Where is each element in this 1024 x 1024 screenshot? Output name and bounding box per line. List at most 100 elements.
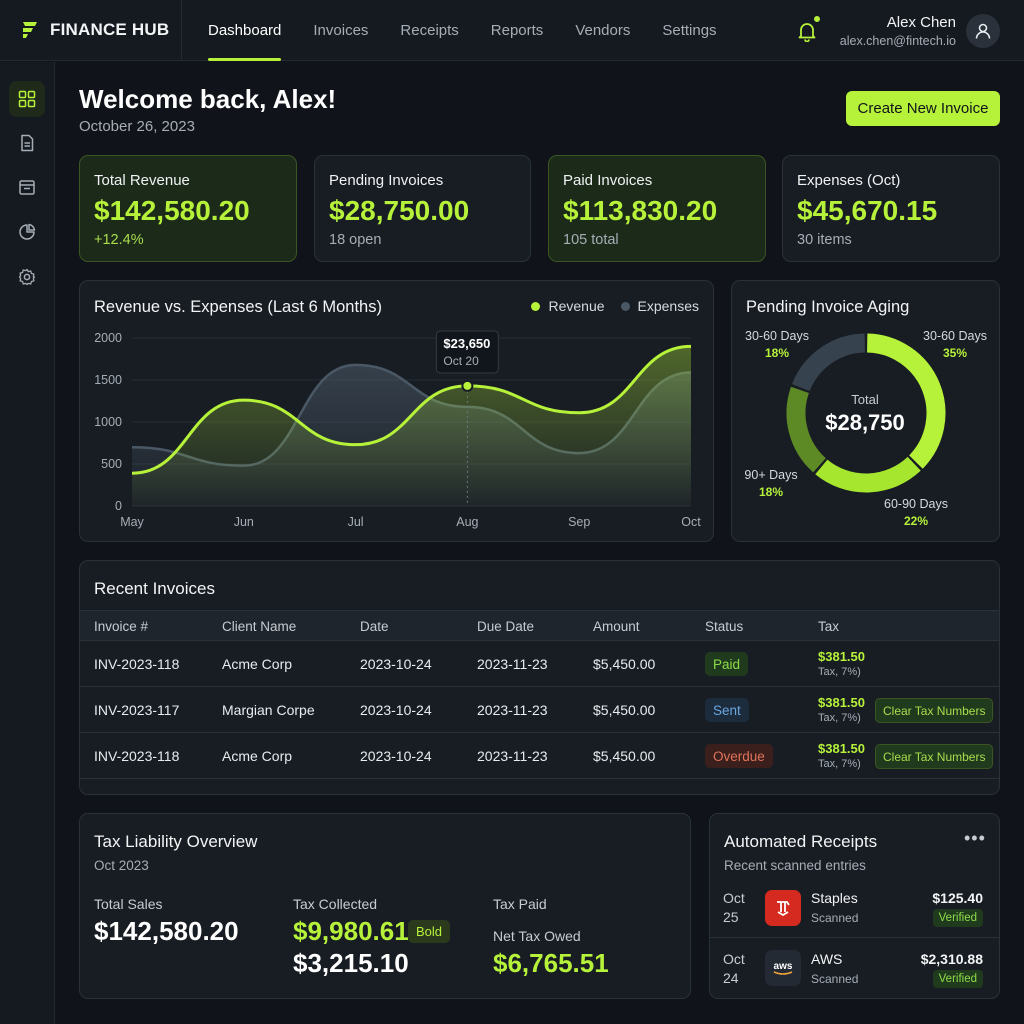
receipt-month: Oct — [723, 890, 745, 906]
col-invoice[interactable]: Invoice # — [94, 619, 149, 634]
stat-card-paid-invoices[interactable]: Paid Invoices $113,830.20 105 total — [548, 155, 766, 262]
donut-slice[interactable] — [815, 456, 921, 493]
receipt-amount: $125.40 — [932, 890, 983, 906]
clear-tax-numbers-button[interactable]: Clear Tax Numbers — [875, 744, 994, 769]
col-due-date[interactable]: Due Date — [477, 619, 535, 634]
invoice-aging-donut — [786, 333, 946, 493]
aws-glyph-icon: aws — [774, 961, 793, 975]
receipt-amount: $2,310.88 — [920, 951, 983, 967]
stat-sub: 18 open — [329, 232, 382, 248]
brand-name: FINANCE HUB — [50, 20, 170, 39]
sidebar-dashboard[interactable] — [9, 81, 45, 117]
notification-bell-icon[interactable] — [796, 13, 822, 42]
donut-center: Total $28,750 — [805, 392, 925, 436]
tax-collected-label: Tax Collected — [293, 896, 378, 912]
y-tick-label: 500 — [101, 457, 122, 471]
col-amount[interactable]: Amount — [593, 619, 640, 634]
automated-receipts-panel: Automated Receipts Recent scanned entrie… — [709, 813, 1000, 999]
brand[interactable]: FINANCE HUB — [0, 0, 182, 60]
legend-expenses[interactable]: Expenses — [620, 298, 699, 314]
stat-card-total-revenue[interactable]: Total Revenue $142,580.20 +12.4% — [79, 155, 297, 262]
verified-badge: Verified — [932, 970, 983, 988]
brand-logo-icon — [23, 22, 37, 38]
chart-tooltip: $23,650 Oct 20 — [435, 330, 499, 374]
nav-vendors[interactable]: Vendors — [575, 21, 631, 39]
legend-expenses-label: Expenses — [637, 298, 699, 314]
legend-revenue-label: Revenue — [548, 298, 605, 314]
y-tick-label: 2000 — [94, 331, 122, 345]
create-invoice-button[interactable]: Create New Invoice — [846, 91, 1000, 126]
revenue-expenses-chart: 2000 1500 1000 500 0 May Jun Jul Aug Sep Oct $23,65… — [94, 330, 701, 529]
receipt-month: Oct — [723, 951, 745, 967]
col-date[interactable]: Date — [360, 619, 389, 634]
user-info[interactable]: Alex Chen alex.chen@fintech.io — [840, 14, 956, 48]
chart-legend: Revenue Expenses — [515, 298, 699, 314]
data-point[interactable] — [461, 379, 474, 392]
tax-title: Tax Liability Overview — [94, 832, 258, 851]
invoices-table-header: Invoice # Client Name Date Due Date Amou… — [80, 610, 999, 641]
stat-card-expenses[interactable]: Expenses (Oct) $45,670.15 30 items — [782, 155, 1000, 262]
series-line-revenue[interactable] — [131, 344, 692, 475]
stat-value: $28,750.00 — [329, 195, 470, 226]
user-email: alex.chen@fintech.io — [839, 33, 956, 48]
nav-settings[interactable]: Settings — [662, 21, 717, 39]
donut-slice[interactable] — [866, 333, 946, 469]
col-client[interactable]: Client Name — [222, 619, 297, 634]
table-row[interactable]: INV-2023-117 Margian Corpe 2023-10-24 20… — [80, 687, 999, 733]
gear-icon — [18, 268, 36, 286]
receipts-subtitle: Recent scanned entries — [724, 858, 866, 873]
x-tick-label: May — [120, 515, 144, 529]
receipt-item[interactable]: Oct 25 Staples Scanned $125.40 Verified — [709, 880, 999, 938]
total-sales-label: Total Sales — [94, 896, 163, 912]
stat-card-pending-invoices[interactable]: Pending Invoices $28,750.00 18 open — [314, 155, 531, 262]
revenue-expenses-panel: Revenue vs. Expenses (Last 6 Months) Rev… — [79, 280, 714, 542]
stat-label: Expenses (Oct) — [797, 172, 901, 189]
net-tax-value: $6,765.51 — [493, 948, 609, 978]
donut-slice[interactable] — [786, 386, 827, 473]
nav-invoices[interactable]: Invoices — [313, 21, 369, 39]
clear-tax-numbers-button[interactable]: Clear Tax Numbers — [875, 698, 994, 723]
calendar-icon — [19, 180, 35, 195]
stat-label: Pending Invoices — [329, 172, 444, 189]
donut-slice[interactable] — [791, 333, 866, 392]
invoice-number: INV-2023-118 — [94, 748, 180, 764]
receipt-day: 24 — [723, 970, 739, 986]
col-tax[interactable]: Tax — [818, 619, 840, 634]
legend-expenses-dot — [620, 301, 630, 311]
aws-logo-icon: aws — [765, 950, 801, 986]
table-row[interactable]: INV-2023-118 Acme Corp 2023-10-24 2023-1… — [80, 733, 999, 779]
receipt-date: Oct 24 — [723, 950, 745, 988]
table-row[interactable]: INV-2023-118 Acme Corp 2023-10-24 2023-1… — [80, 641, 999, 687]
sidebar-reports[interactable] — [9, 214, 45, 250]
nav-reports[interactable]: Reports — [490, 21, 544, 39]
more-options-icon[interactable]: ••• — [964, 828, 986, 848]
receipt-item[interactable]: Oct 24 aws AWS Scanned $2,310.88 Verifie… — [709, 941, 999, 999]
sidebar-settings[interactable] — [9, 259, 45, 295]
nav-dashboard[interactable]: Dashboard — [208, 0, 282, 61]
amount: $5,450.00 — [593, 656, 656, 672]
x-tick-label: Sep — [568, 515, 590, 529]
nav-receipts[interactable]: Receipts — [400, 21, 459, 39]
amount: $5,450.00 — [593, 702, 656, 718]
donut-label-slice-3: 30-60 Days 18% — [740, 328, 814, 362]
invoice-date: 2023-10-24 — [360, 702, 432, 718]
status-badge: Overdue — [705, 744, 773, 768]
tax-period: Oct 2023 — [94, 858, 149, 873]
tax-paid-label: Tax Paid — [493, 896, 547, 912]
legend-revenue[interactable]: Revenue — [531, 298, 605, 314]
receipts-title: Automated Receipts — [724, 832, 878, 851]
verified-badge: Verified — [932, 909, 983, 927]
dashboard-grid-icon — [18, 90, 36, 108]
col-status[interactable]: Status — [705, 619, 744, 634]
tooltip-value: $23,650 — [443, 336, 490, 351]
avatar[interactable] — [966, 13, 1000, 48]
donut-title: Pending Invoice Aging — [746, 298, 910, 316]
sidebar-receipts[interactable] — [9, 169, 45, 205]
status-badge: Paid — [705, 652, 749, 676]
y-tick-label: 1500 — [94, 373, 122, 387]
donut-center-label: Total — [851, 392, 879, 407]
tax-amount: $381.50 — [818, 649, 865, 664]
tax-liability-panel: Tax Liability Overview Oct 2023 — [79, 813, 691, 999]
sidebar-invoices[interactable] — [9, 125, 45, 161]
stat-sub: 105 total — [563, 232, 619, 248]
